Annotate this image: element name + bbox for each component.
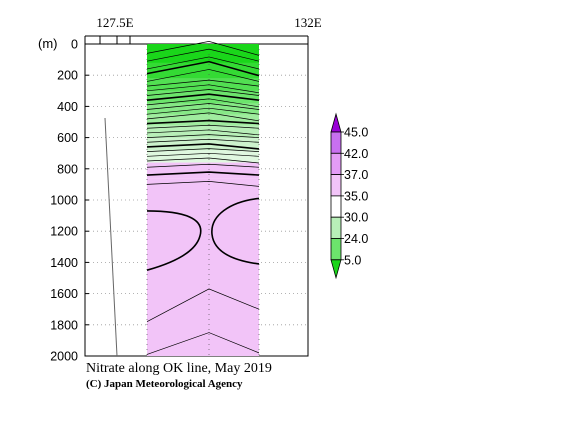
contour-line xyxy=(146,107,260,115)
y-tick-label: 0 xyxy=(71,38,78,52)
contour-line xyxy=(146,134,260,138)
contour-line xyxy=(146,157,260,164)
contour-line xyxy=(146,152,260,157)
contour-line xyxy=(146,56,260,70)
contour-line xyxy=(146,148,260,152)
section-band xyxy=(147,78,259,91)
y-tick-label: 1200 xyxy=(50,225,78,239)
contour-line xyxy=(146,89,260,96)
y-tick-label: 1800 xyxy=(50,318,78,332)
contour-line xyxy=(146,163,260,168)
contour-line xyxy=(146,98,260,108)
colorbar-swatch xyxy=(330,216,342,239)
section-band xyxy=(147,150,259,163)
track-line xyxy=(104,117,118,357)
chart-title: Nitrate along OK line, May 2019 xyxy=(86,361,272,376)
colorbar-label: 30.0 xyxy=(344,211,368,225)
y-tick-label: 200 xyxy=(57,69,78,83)
chart-credit: (C) Japan Meteorological Agency xyxy=(86,378,243,390)
contour-line xyxy=(146,129,260,136)
contour-line xyxy=(146,60,260,77)
contour-line xyxy=(146,332,260,355)
colorbar-label: 24.0 xyxy=(344,232,368,246)
colorbar-label: 5.0 xyxy=(344,253,361,267)
colorbar-label: 45.0 xyxy=(344,126,368,140)
section-band xyxy=(147,178,259,356)
contour-line xyxy=(146,112,260,122)
x-tick-label-right: 132E xyxy=(294,15,322,30)
section-band xyxy=(147,90,259,104)
contour-line xyxy=(146,288,260,322)
contour-line xyxy=(146,181,260,187)
contour-line xyxy=(146,124,260,129)
contour-line xyxy=(146,41,260,56)
colorbar-swatch xyxy=(330,238,342,261)
colorbar-label: 37.0 xyxy=(344,168,368,182)
colorbar-label: 35.0 xyxy=(344,189,368,203)
colorbar-bottom-arrow xyxy=(330,259,342,280)
colorbar-swatch xyxy=(330,174,342,197)
contour-line xyxy=(146,69,260,82)
section-band xyxy=(147,114,259,126)
colorbar-legend: 45.0 42.0 37.0 35.0 30.0 24.0 5.0 xyxy=(330,112,368,280)
section-band xyxy=(147,162,259,179)
contour-lines xyxy=(146,41,260,355)
colorbar-swatch xyxy=(330,152,342,176)
y-tick-label: 2000 xyxy=(50,350,78,364)
y-tick-label: 1000 xyxy=(50,194,78,208)
y-axis-label: (m) xyxy=(38,36,58,51)
section-band xyxy=(147,44,259,63)
y-tick-label: 800 xyxy=(57,162,78,176)
y-tick-labels: 0 200 400 600 800 1000 1200 1400 1600 1800 2000 xyxy=(50,38,78,364)
contour-line xyxy=(146,138,260,143)
x-tick-label-left: 127.5E xyxy=(96,15,133,30)
contour-line xyxy=(146,93,260,101)
colorbar-label: 42.0 xyxy=(344,147,368,161)
contour-line xyxy=(146,143,260,150)
contour-line xyxy=(146,79,260,87)
colorbar-swatch xyxy=(330,195,342,218)
contour-line xyxy=(146,103,260,110)
contour-line xyxy=(146,84,260,94)
y-tick-label: 1400 xyxy=(50,256,78,270)
contour-line xyxy=(146,119,260,125)
section-band xyxy=(147,125,259,138)
contour-line xyxy=(146,48,260,62)
colorbar-top-arrow xyxy=(330,112,342,133)
y-tick-label: 600 xyxy=(57,131,78,145)
y-tick-label: 1600 xyxy=(50,287,78,301)
contour-line xyxy=(146,210,202,271)
section-fill xyxy=(146,44,260,356)
y-tick-label: 400 xyxy=(57,100,78,114)
colorbar-swatch xyxy=(330,131,342,154)
contour-line xyxy=(211,197,260,265)
contour-line xyxy=(146,171,260,176)
